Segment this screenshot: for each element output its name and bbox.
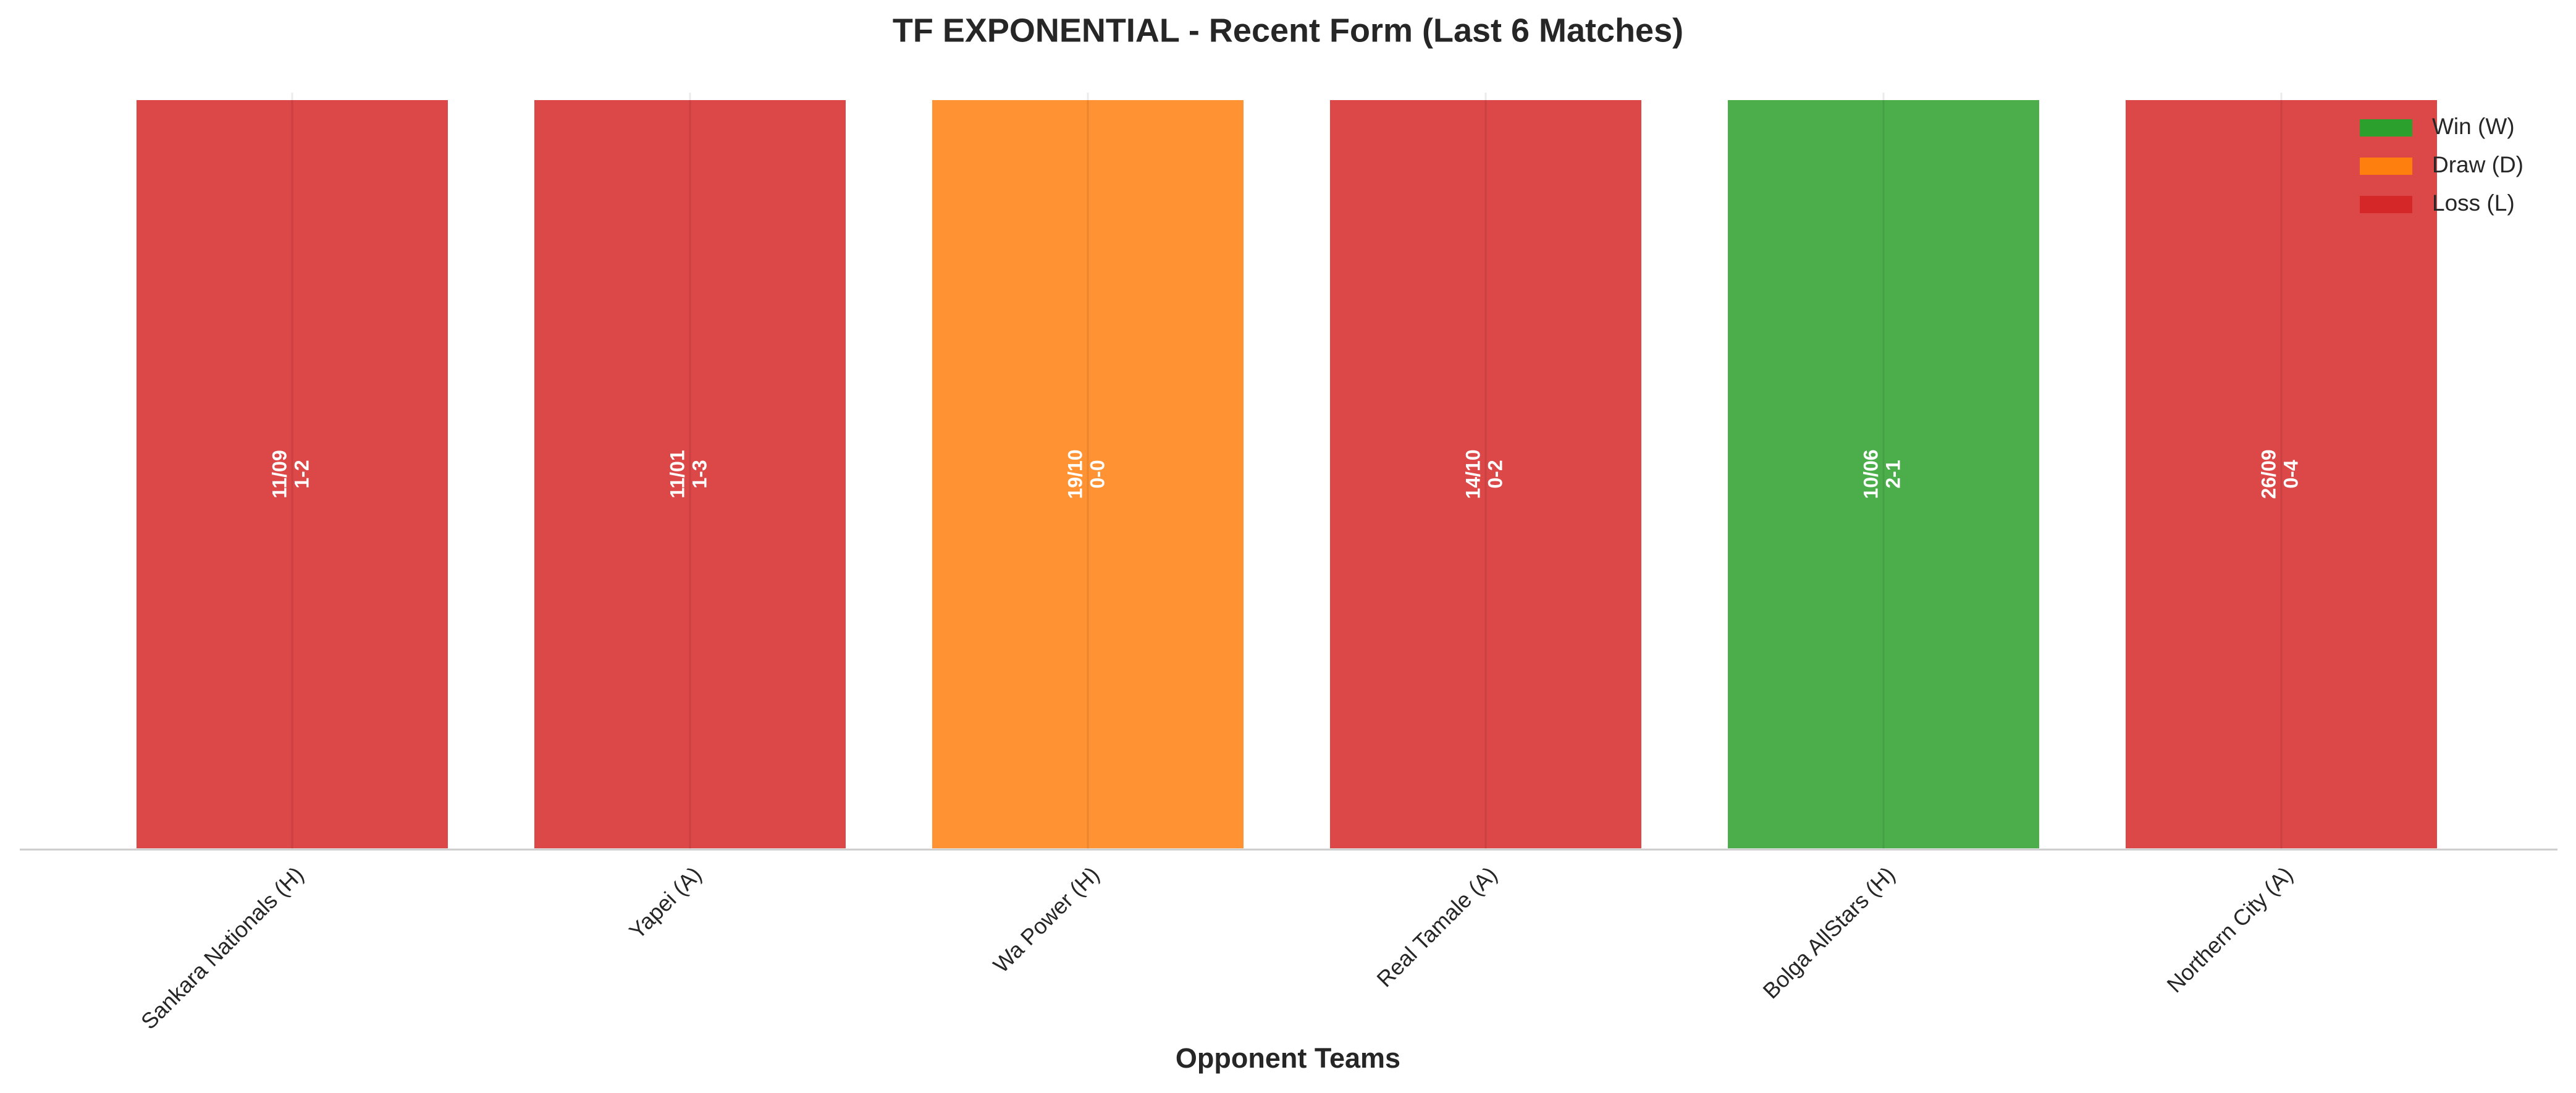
legend-label: Loss (L): [2432, 190, 2515, 216]
bar-score-label: 2-1: [1882, 460, 1904, 488]
legend-swatch: [2360, 158, 2412, 175]
bar-score-label: 0-2: [1484, 460, 1506, 488]
bar-score-label: 0-0: [1086, 460, 1108, 488]
x-tick-label: Wa Power (H): [988, 861, 1105, 977]
bar: [1328, 98, 1644, 851]
legend-label: Win (W): [2432, 114, 2515, 139]
legend-swatch: [2360, 119, 2412, 137]
bar-date-label: 10/06: [1859, 449, 1882, 499]
bar-date-label: 11/09: [268, 450, 290, 498]
bar-score-label: 1-3: [688, 460, 710, 488]
chart-title: TF EXPONENTIAL - Recent Form (Last 6 Mat…: [893, 12, 1683, 49]
x-tick-label: Yapei (A): [624, 861, 706, 943]
bar: [1725, 98, 2042, 851]
bar: [930, 98, 1246, 851]
bar-date-label: 14/10: [1462, 449, 1484, 499]
legend-label: Draw (D): [2432, 152, 2523, 177]
bar: [2123, 98, 2439, 851]
bar-date-label: 19/10: [1064, 449, 1086, 499]
bar: [532, 98, 848, 851]
bar: [134, 98, 450, 851]
bar-date-label: 11/01: [666, 450, 688, 498]
x-tick-label: Sankara Nationals (H): [136, 861, 308, 1034]
bar-score-label: 0-4: [2279, 460, 2302, 488]
bar-date-label: 26/09: [2257, 449, 2279, 499]
legend-swatch: [2360, 196, 2412, 213]
x-axis-label: Opponent Teams: [1176, 1042, 1400, 1074]
x-tick-label: Real Tamale (A): [1371, 861, 1502, 992]
x-tick-label: Northern City (A): [2161, 861, 2297, 997]
x-tick-label: Bolga AllStars (H): [1757, 861, 1900, 1003]
bar-score-label: 1-2: [290, 460, 313, 488]
